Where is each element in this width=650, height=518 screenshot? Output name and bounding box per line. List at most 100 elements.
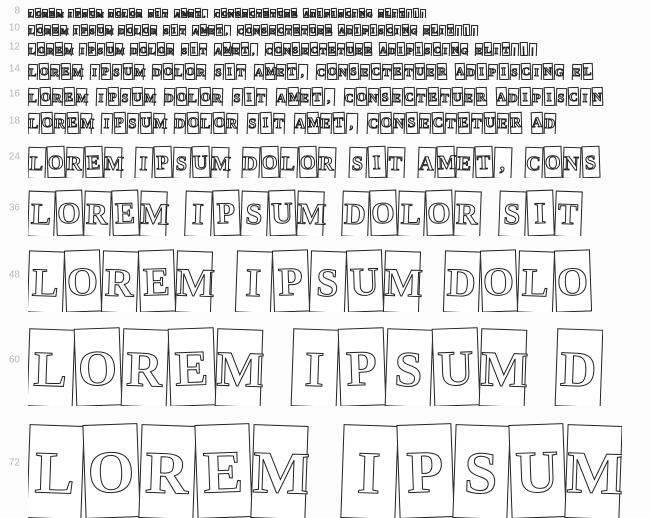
glyph: M [80, 113, 93, 134]
size-label: 60 [2, 355, 24, 366]
glyph: O [187, 112, 200, 134]
glyph [359, 112, 367, 134]
glyph: R [83, 191, 112, 236]
glyph [373, 8, 377, 18]
glyph [83, 63, 90, 80]
glyph: G [366, 9, 372, 18]
glyph: O [64, 249, 102, 312]
glyph [565, 63, 572, 80]
glyph: T [474, 146, 493, 178]
glyph: S [406, 112, 419, 134]
glyph: U [277, 8, 283, 18]
glyph: R [364, 42, 372, 56]
glyph: P [75, 8, 81, 18]
glyph: U [484, 112, 497, 134]
glyph: I [331, 8, 337, 18]
glyph: O [274, 42, 282, 56]
glyph: U [268, 190, 297, 236]
glyph: E [300, 88, 312, 106]
glyph [239, 112, 247, 134]
glyph: E [392, 88, 404, 106]
glyph: E [378, 9, 384, 18]
glyph: U [432, 327, 481, 406]
glyph: , [202, 9, 208, 18]
glyph [212, 250, 236, 312]
size-label: 72 [2, 458, 24, 469]
glyph: E [276, 64, 287, 80]
glyph: C [432, 112, 445, 134]
glyph: E [138, 249, 176, 312]
glyph: I [415, 42, 423, 56]
glyph: R [44, 25, 51, 36]
glyph: R [510, 112, 523, 134]
glyph: S [214, 64, 225, 80]
glyph: E [242, 9, 248, 18]
glyph: A [303, 8, 309, 18]
glyph: S [89, 25, 96, 36]
glyph: D [388, 43, 396, 56]
glyph [209, 8, 213, 18]
glyph: R [46, 43, 54, 56]
size-label: 18 [2, 116, 24, 127]
glyph: S [148, 9, 154, 18]
glyph: S [240, 191, 269, 236]
glyph: M [479, 328, 528, 406]
glyph [103, 8, 107, 18]
glyph: | [529, 43, 537, 56]
glyph: P [396, 423, 454, 518]
glyph [156, 87, 164, 106]
glyph: E [301, 43, 309, 56]
glyph: T [337, 43, 345, 56]
glyph: C [344, 88, 356, 106]
size-row-24: 24LOREMIPSUMDOLORSITAMET,CONS [2, 136, 650, 178]
sample-text: LOREMIPSUMDOLORSITAMET,CONSECTETUERADIPI… [28, 20, 479, 36]
glyph [224, 87, 232, 106]
glyph: O [356, 87, 368, 106]
size-label: 36 [2, 203, 24, 214]
glyph: P [88, 42, 96, 56]
glyph [229, 146, 241, 178]
glyph: T [445, 113, 458, 134]
glyph [582, 190, 600, 236]
glyph: S [510, 64, 521, 80]
glyph: R [121, 328, 170, 406]
glyph: P [272, 249, 310, 312]
glyph [158, 24, 162, 36]
glyph: R [437, 63, 448, 80]
glyph: M [250, 424, 308, 518]
sample-text: LOREMIPSUMDOLORSITAMET,CONSECTETUERADIPI… [28, 38, 538, 56]
glyph: M [296, 191, 325, 236]
glyph: O [425, 190, 454, 236]
glyph: T [502, 42, 510, 56]
glyph: R [101, 250, 139, 312]
glyph: E [284, 9, 290, 18]
glyph: E [188, 9, 194, 18]
glyph: O [36, 24, 43, 36]
glyph [336, 146, 348, 178]
glyph [232, 24, 236, 36]
glyph [526, 328, 557, 406]
glyph: O [115, 8, 121, 18]
glyph: T [404, 64, 415, 80]
glyph: R [54, 113, 67, 134]
glyph: E [317, 25, 324, 36]
glyph: M [564, 424, 622, 518]
glyph: I [291, 328, 340, 406]
size-row-10: 10LOREMIPSUMDOLORSITAMET,CONSECTETUERADI… [2, 20, 650, 36]
glyph: N [228, 9, 234, 18]
glyph: I [370, 24, 377, 36]
glyph: R [453, 191, 482, 236]
glyph: M [223, 42, 231, 56]
size-label: 10 [2, 23, 24, 34]
glyph: E [419, 113, 432, 134]
size-label: 8 [2, 6, 24, 17]
glyph: | [420, 9, 426, 18]
glyph: T [333, 112, 346, 134]
glyph [481, 190, 499, 236]
glyph: E [497, 113, 510, 134]
glyph: A [531, 112, 544, 134]
glyph: I [155, 8, 161, 18]
glyph [420, 250, 444, 312]
glyph: R [136, 9, 142, 18]
glyph: O [139, 42, 147, 56]
